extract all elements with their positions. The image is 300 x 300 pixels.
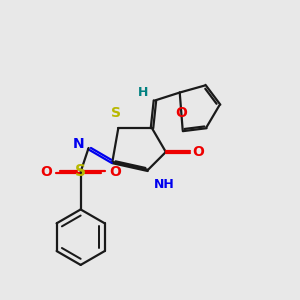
Text: S: S — [111, 106, 121, 120]
Text: O: O — [193, 145, 205, 159]
Text: N: N — [73, 137, 85, 151]
Text: S: S — [75, 164, 86, 179]
Text: NH: NH — [154, 178, 175, 191]
Text: H: H — [138, 86, 148, 99]
Text: O: O — [110, 165, 121, 179]
Text: O: O — [40, 165, 52, 179]
Text: O: O — [175, 106, 187, 120]
